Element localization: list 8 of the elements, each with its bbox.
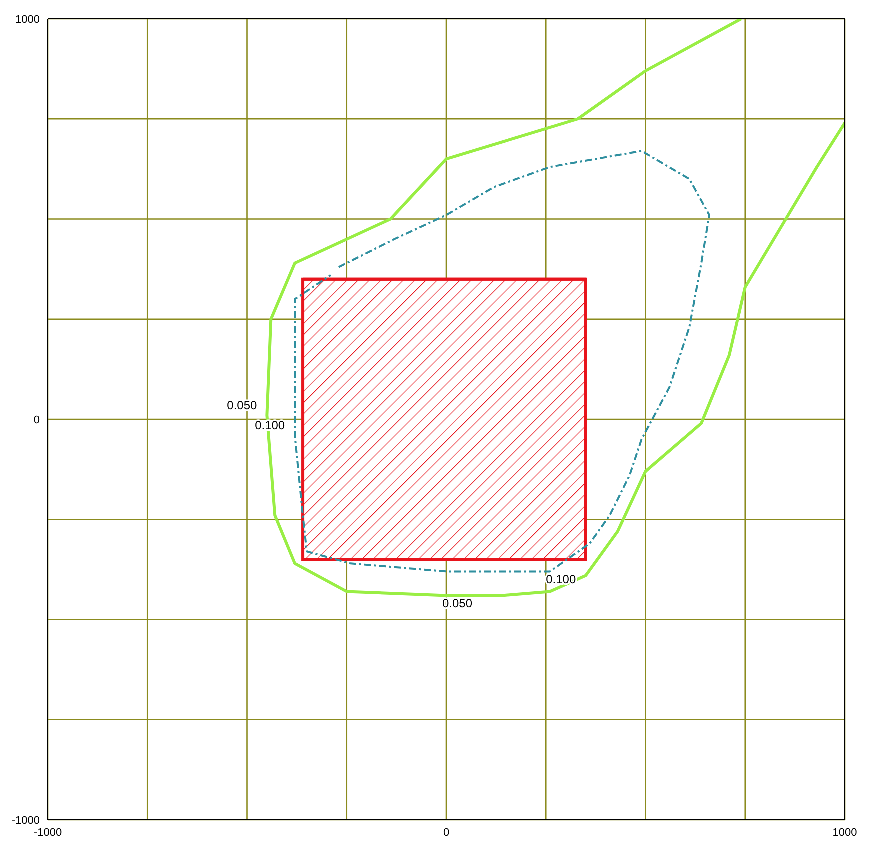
y-tick-label: 0 [34, 414, 40, 426]
line-series [294, 150, 711, 573]
y-tick-label: -1000 [12, 814, 40, 827]
y-tick-label: 1000 [16, 14, 40, 26]
x-tick-label: 1000 [832, 826, 858, 839]
series-label: 0.100 [546, 572, 576, 587]
x-tick-label: 0 [443, 826, 450, 839]
x-tick-label: -1000 [34, 826, 62, 839]
